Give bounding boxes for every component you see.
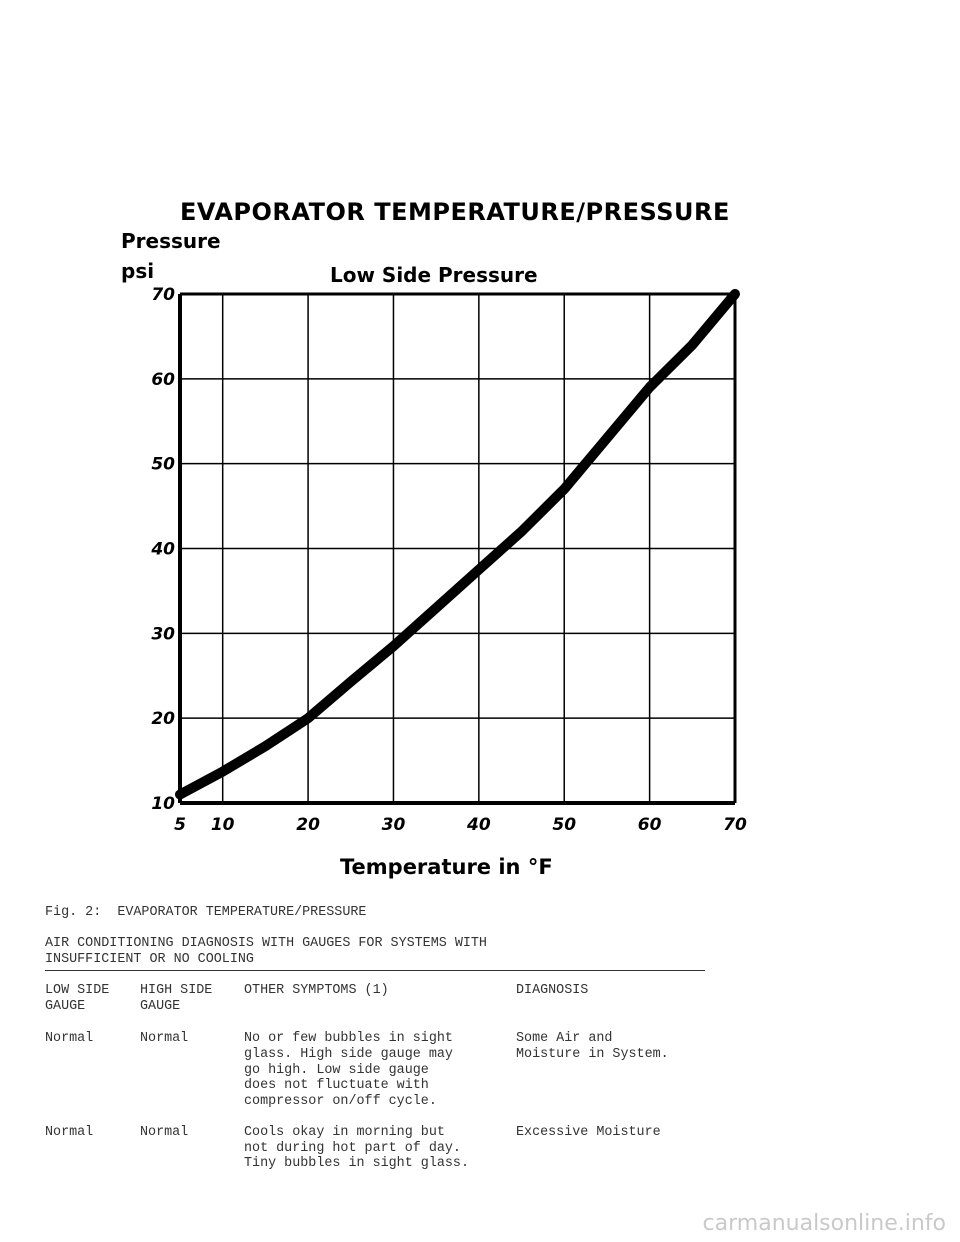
y-axis-label-line-1: Pressure [121,229,221,253]
row1-symptom-3: go high. Low side gauge [244,1063,429,1078]
x-axis-label: Temperature in °F [340,855,553,879]
row2-symptom-1: Cools okay in morning but [244,1125,445,1140]
table-heading-line-2: INSUFFICIENT OR NO COOLING [45,952,254,967]
y-tick-label: 30 [151,624,175,644]
header-other-symptoms: OTHER SYMPTOMS (1) [244,983,389,998]
header-diagnosis: DIAGNOSIS [516,983,589,998]
chart-title-text: EVAPORATOR TEMPERATURE/PRESSURE [180,198,730,226]
y-tick-label: 70 [151,285,175,305]
y-tick-label: 40 [150,540,175,560]
chart-subtitle: Low Side Pressure [330,263,538,287]
x-tick-label: 50 [552,815,576,835]
header-low-side-2: GAUGE [45,999,86,1014]
x-tick-label: 70 [723,815,747,835]
table-divider [45,970,705,971]
x-tick-label: 60 [638,815,662,835]
row1-high: Normal [140,1031,189,1046]
row1-low: Normal [45,1031,94,1046]
y-axis-label: Pressure psi [121,226,221,286]
y-tick-label: 20 [151,709,175,729]
row1-symptom-4: does not fluctuate with [244,1078,429,1093]
row2-symptom-3: Tiny bubbles in sight glass. [244,1156,469,1171]
y-tick-label: 60 [151,370,175,390]
header-low-side-1: LOW SIDE [45,983,110,998]
figure-caption: Fig. 2: EVAPORATOR TEMPERATURE/PRESSURE [45,905,367,920]
row1-symptom-5: compressor on/off cycle. [244,1094,437,1109]
row2-symptom-2: not during hot part of day. [244,1141,461,1156]
pressure-curve [175,289,740,800]
y-axis-label-line-2: psi [121,259,155,283]
x-tick-label: 30 [382,815,406,835]
watermark: carmanualsonline.info [702,1211,946,1236]
row2-low: Normal [45,1125,94,1140]
header-high-side-1: HIGH SIDE [140,983,213,998]
y-tick-label: 50 [151,455,175,475]
header-high-side-2: GAUGE [140,999,181,1014]
row2-diagnosis-1: Excessive Moisture [516,1125,661,1140]
x-tick-label: 40 [466,815,491,835]
x-tick-label: 5 [174,815,186,835]
row1-diagnosis-2: Moisture in System. [516,1047,669,1062]
row2-high: Normal [140,1125,189,1140]
x-tick-label: 10 [211,815,235,835]
y-tick-label: 10 [151,794,175,814]
table-heading-line-1: AIR CONDITIONING DIAGNOSIS WITH GAUGES F… [45,936,487,951]
row1-symptom-2: glass. High side gauge may [244,1047,453,1062]
row1-diagnosis-1: Some Air and [516,1031,613,1046]
row1-symptom-1: No or few bubbles in sight [244,1031,453,1046]
x-tick-label: 20 [296,815,320,835]
